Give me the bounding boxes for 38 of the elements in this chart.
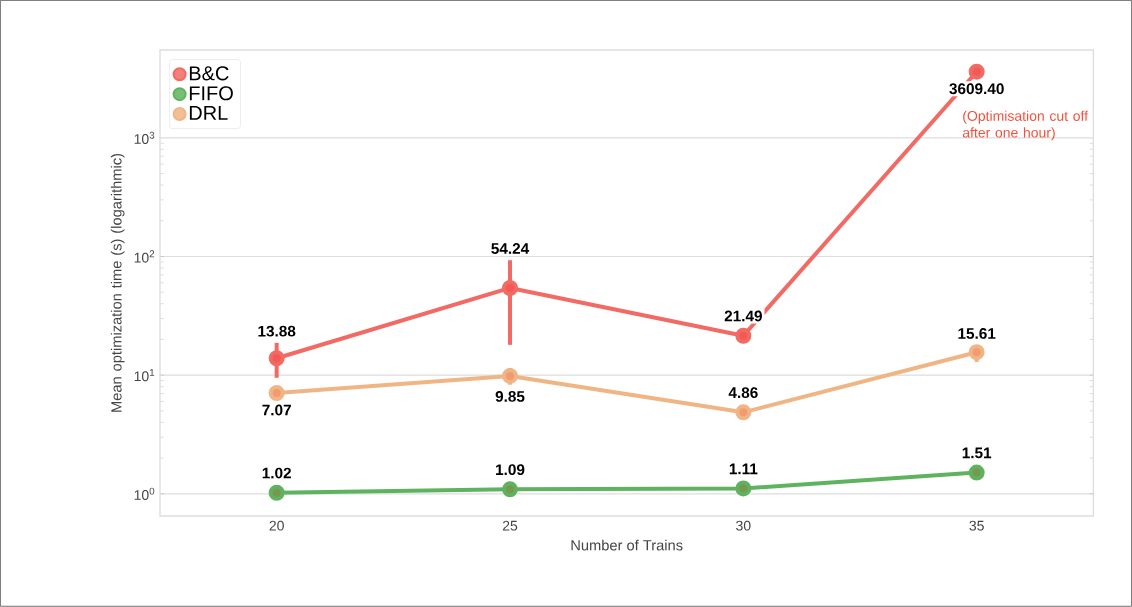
legend-label: B&C [189,66,229,81]
point [735,480,752,497]
legend-label: DRL [189,106,228,121]
point [268,484,285,501]
point [735,327,752,344]
x-tick-label: 20 [269,520,284,531]
data-label: 1.02 [262,467,291,479]
data-label: 1.11 [729,463,758,475]
x-tick-label: 25 [502,520,518,531]
data-label: 4.86 [728,387,758,399]
data-label: 21.49 [724,310,762,322]
point [502,368,519,385]
data-label: 15.61 [958,328,996,340]
y-tick-label: 10$^{2}$ [134,250,155,263]
x-tick-label: 35 [969,520,984,531]
point [268,350,285,367]
data-label: 9.85 [495,391,525,403]
y-tick-label: 10$^{1}$ [134,369,155,382]
y-axis-title: Mean optimization time (s) (logarithmic) [110,154,125,412]
point [968,464,985,481]
data-label: 1.51 [962,447,992,459]
y-tick-label: 10$^{0}$ [134,487,155,501]
data-label: 3609.40 [949,83,1004,95]
data-label: 13.88 [258,325,296,337]
data-label: 54.24 [491,243,530,255]
point [968,63,985,80]
point [968,344,985,361]
data-label: 1.09 [496,464,525,476]
point [502,481,519,498]
x-axis-title: Number of Trains [571,539,683,551]
x-tick-label: 30 [736,520,751,531]
data-label: 7.07 [262,404,291,416]
y-tick-label: 10$^{3}$ [134,131,155,145]
point [735,404,752,421]
point [502,280,519,297]
legend-label: FIFO [189,86,233,101]
point [268,385,285,402]
annotation: (Optimisation cut off after one hour) [962,110,1089,141]
